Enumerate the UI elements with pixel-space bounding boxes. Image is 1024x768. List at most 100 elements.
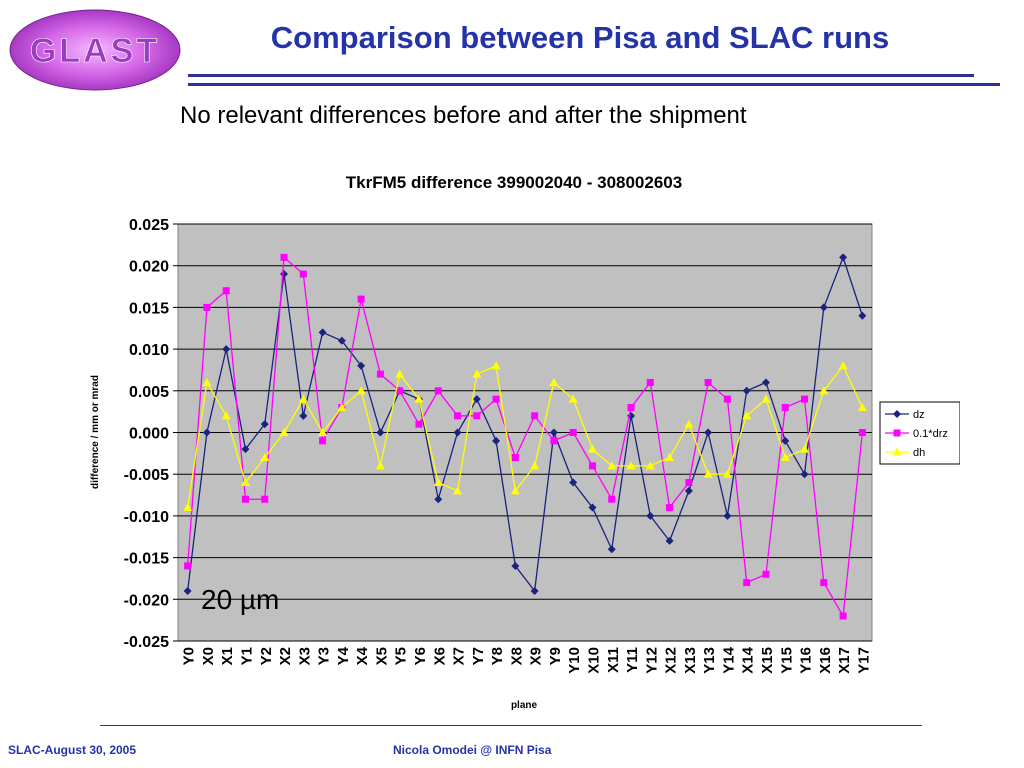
data-point [318,328,327,337]
x-tick-label: Y13 [701,647,718,674]
data-point [241,495,249,503]
data-point [357,295,365,303]
x-tick-label: Y16 [798,647,815,674]
data-point [453,486,463,495]
glast-logo: GLAST [9,9,181,91]
data-point [510,486,520,495]
data-point [375,461,385,470]
footer-rule [100,725,922,726]
data-point [395,369,405,378]
x-tick-label: Y14 [720,646,737,673]
data-point [780,453,790,462]
data-point [684,419,694,428]
data-point [703,469,713,478]
x-tick-label: X0 [200,647,217,665]
x-tick-label: Y12 [643,647,660,674]
data-point [279,428,289,436]
data-point [356,386,366,395]
data-point [568,394,578,403]
legend-entry: dh [885,447,925,459]
y-tick-label: -0.010 [124,509,169,526]
data-point [357,361,366,370]
difference-line-chart: TkrFM5 difference 399002040 - 308002603 … [90,173,960,711]
data-point [820,579,828,587]
x-tick-label: X2 [277,647,294,665]
data-point [280,253,288,261]
series-dh [183,361,867,512]
data-point [549,428,558,437]
data-point [858,429,866,436]
y-tick-label: 0.005 [129,384,169,401]
data-point [492,395,500,403]
x-tick-label: X5 [373,647,390,665]
x-tick-label: Y17 [855,647,872,674]
data-point [550,437,558,445]
data-point [183,503,193,512]
data-point [453,428,462,437]
title-rule-upper [188,74,974,77]
data-point [608,495,616,503]
data-point [222,287,230,295]
data-point [761,378,770,387]
series-line [186,255,863,593]
data-point [800,444,810,453]
chart-title: TkrFM5 difference 399002040 - 308002603 [346,173,682,192]
data-point [665,536,674,545]
legend-entry: dz [885,409,925,421]
x-tick-label: Y9 [547,647,564,665]
data-point [685,479,693,487]
data-point [704,428,713,437]
data-point [742,411,752,420]
x-tick-label: X10 [585,647,602,674]
x-tick-label: Y3 [316,647,333,665]
y-tick-label: 0.025 [129,217,169,234]
data-point [396,387,404,395]
legend-entry: 0.1*drz [885,428,948,440]
x-tick-label: Y2 [258,647,275,665]
data-point [415,420,423,428]
data-point [587,444,597,453]
data-point [492,436,501,445]
data-point [299,411,308,420]
x-tick-label: X1 [219,647,236,665]
legend-label: dh [913,447,925,459]
legend: dz 0.1*drz dh [879,401,960,465]
data-point [839,253,848,262]
title-rule-lower [188,83,1000,86]
x-tick-label: X13 [682,647,699,674]
x-tick-label: X7 [451,647,468,665]
data-point [299,270,307,278]
data-point [222,345,231,354]
gridlines [178,223,872,642]
x-tick-label: X14 [740,646,757,673]
legend-label: dz [913,409,925,421]
data-point [645,461,655,470]
data-point [781,403,789,411]
x-tick-label: X17 [836,647,853,674]
series-line [186,364,863,508]
data-point [627,403,635,411]
data-point [337,402,347,411]
x-tick-label: Y11 [624,647,641,673]
data-point [530,586,539,595]
data-point [433,478,443,487]
data-point [202,428,211,437]
data-point [434,495,443,504]
y-axis-label: difference / mm or mrad [90,375,101,489]
data-point [800,470,809,479]
data-point [704,378,712,386]
data-point [666,504,674,512]
data-point [240,478,250,487]
data-point [819,386,829,395]
data-point [588,503,597,512]
data-point [819,303,828,312]
x-tick-label: Y8 [489,647,506,665]
data-point [511,454,519,462]
x-tick-label: X6 [431,647,448,665]
data-point [184,562,192,570]
legend-label: 0.1*drz [913,428,948,440]
x-tick-label: X16 [817,647,834,674]
series-lines [183,253,867,620]
x-tick-label: Y1 [238,647,255,665]
y-tick-label: 0.000 [129,426,169,443]
